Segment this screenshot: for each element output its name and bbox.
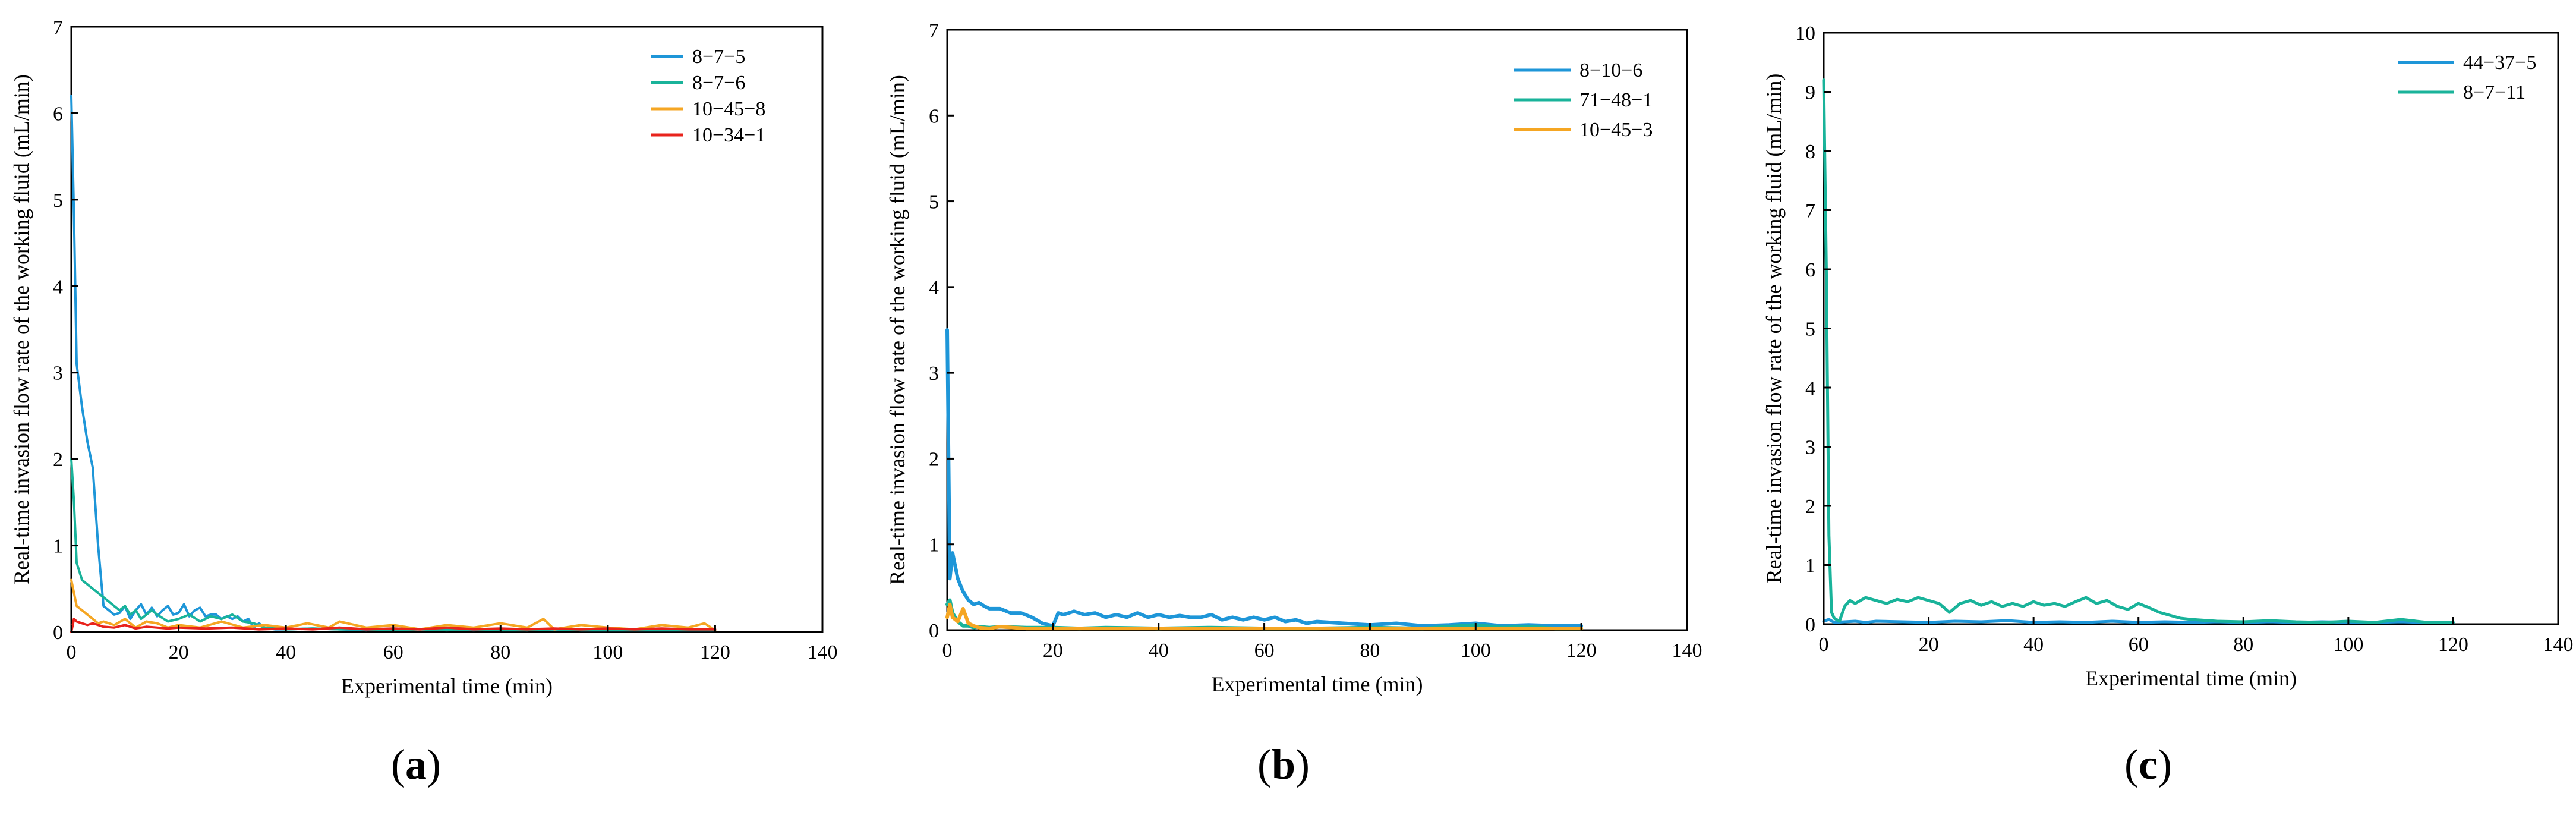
y-tick-label: 6	[1805, 259, 1815, 281]
y-tick-label: 9	[1805, 82, 1815, 104]
x-tick-label: 80	[2233, 634, 2253, 656]
chart-panel-a: 0 20 40 60 80 100 120 140 0 1 2 3 4 5 6 7 Experimental t…	[10, 17, 838, 788]
y-tick-label: 1	[929, 534, 939, 556]
y-tick-label: 4	[1805, 377, 1815, 399]
series-line-4	[70, 618, 717, 633]
x-tick-label: 80	[1360, 640, 1380, 662]
x-tick-label: 120	[700, 641, 730, 663]
x-tick-label: 0	[942, 640, 953, 662]
x-tick-label: 60	[1254, 640, 1275, 662]
x-tick-label: 120	[1566, 640, 1597, 662]
legend: 8−10−6 71−48−1 10−45−3	[1514, 59, 1653, 141]
x-tick-label: 140	[808, 641, 838, 663]
y-tick-label: 0	[1805, 614, 1815, 636]
plot-frame	[70, 26, 824, 633]
legend-label: 10−45−3	[1579, 119, 1653, 141]
x-tick-label: 20	[1043, 640, 1063, 662]
chart-panel-c: 0 20 40 60 80 100 120 140 0 1 2 3 4 5 6 7 8 9 10 Experiment…	[1762, 23, 2574, 788]
x-axis-title: Experimental time (min)	[341, 674, 553, 698]
x-tick-label: 120	[2438, 634, 2468, 656]
x-tick-label: 80	[490, 641, 510, 663]
series-line-3	[945, 602, 1584, 631]
y-tick-label: 6	[53, 103, 63, 125]
x-tick-label: 0	[1819, 634, 1829, 656]
chart-panel-b: 0 20 40 60 80 100 120 140 0 1 2 3 4 5 6 7 Experimental t…	[885, 20, 1702, 788]
plot-frame	[1823, 32, 2559, 625]
y-tick-label: 2	[1805, 496, 1815, 518]
y-tick-label: 1	[1805, 555, 1815, 577]
legend-label: 44−37−5	[2463, 52, 2536, 74]
y-tick-label: 1	[53, 536, 63, 558]
legend-label: 8−7−6	[692, 72, 745, 94]
y-tick-label: 2	[53, 449, 63, 471]
legend-label: 8−7−11	[2463, 81, 2525, 103]
y-tick-label: 7	[929, 20, 939, 42]
legend: 8−7−5 8−7−6 10−45−8 10−34−1	[651, 46, 765, 146]
panel-label: (b)	[1257, 741, 1310, 788]
y-tick-label: 0	[929, 620, 939, 642]
series-line-2	[70, 458, 717, 632]
x-tick-label: 0	[67, 641, 77, 663]
panel-label: (a)	[391, 741, 441, 788]
x-tick-label: 60	[2129, 634, 2149, 656]
legend-label: 10−45−8	[692, 98, 765, 120]
y-tick-label: 3	[53, 363, 63, 385]
x-tick-label: 100	[1461, 640, 1491, 662]
legend-label: 10−34−1	[692, 124, 765, 146]
x-tick-label: 100	[592, 641, 623, 663]
plot-frame	[946, 29, 1688, 631]
x-tick-label: 20	[169, 641, 189, 663]
x-tick-label: 40	[2023, 634, 2044, 656]
panel-label: (c)	[2124, 741, 2172, 788]
x-tick-label: 100	[2333, 634, 2363, 656]
legend-label: 8−7−5	[692, 46, 745, 68]
x-tick-label: 140	[1672, 640, 1702, 662]
y-tick-label: 3	[1805, 437, 1815, 459]
y-tick-label: 8	[1805, 141, 1815, 163]
x-tick-label: 20	[1919, 634, 1939, 656]
y-tick-label: 7	[1805, 200, 1815, 222]
y-tick-label: 4	[929, 277, 939, 299]
series-line-1	[70, 95, 717, 632]
y-axis-title: Real-time invasion flow rate of the work…	[10, 74, 33, 584]
y-tick-label: 2	[929, 448, 939, 470]
y-axis-title: Real-time invasion flow rate of the work…	[885, 75, 909, 585]
y-tick-label: 0	[53, 622, 63, 644]
series-line-2	[1822, 78, 2455, 624]
x-tick-label: 40	[1149, 640, 1169, 662]
x-axis-title: Experimental time (min)	[1212, 672, 1423, 696]
x-tick-label: 60	[383, 641, 403, 663]
legend-label: 71−48−1	[1579, 89, 1653, 111]
x-axis-title: Experimental time (min)	[2085, 666, 2297, 690]
x-tick-label: 140	[2543, 634, 2574, 656]
y-tick-label: 10	[1795, 23, 1815, 45]
y-axis-title: Real-time invasion flow rate of the work…	[1762, 74, 1786, 584]
y-tick-label: 3	[929, 363, 939, 385]
y-tick-label: 5	[929, 191, 939, 213]
y-tick-label: 7	[53, 17, 63, 39]
y-tick-label: 4	[53, 276, 63, 298]
series-line-1	[945, 328, 1584, 628]
y-tick-label: 6	[929, 105, 939, 127]
y-tick-label: 5	[53, 190, 63, 212]
y-tick-label: 5	[1805, 319, 1815, 341]
x-tick-label: 40	[276, 641, 296, 663]
legend-label: 8−10−6	[1579, 59, 1642, 81]
legend: 44−37−5 8−7−11	[2398, 52, 2536, 103]
